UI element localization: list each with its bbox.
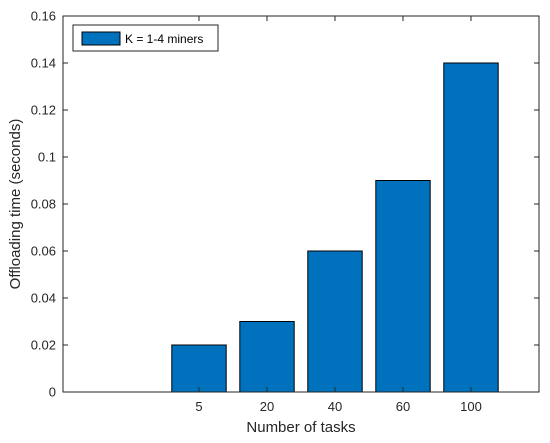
bar-5 <box>171 344 227 393</box>
x-tick-label: 20 <box>260 399 274 414</box>
y-tick-label: 0.06 <box>31 244 56 259</box>
y-tick-label: 0 <box>49 385 56 400</box>
y-axis-ticks: 0 0.02 0.04 0.06 0.08 0.1 0.12 0.14 0.16 <box>31 9 539 400</box>
x-tick-label: 40 <box>328 399 342 414</box>
x-tick-label: 5 <box>195 399 202 414</box>
bar-40 <box>307 250 363 393</box>
bar-60 <box>375 180 431 393</box>
y-tick-label: 0.04 <box>31 291 56 306</box>
y-tick-label: 0.02 <box>31 338 56 353</box>
x-tick-label: 60 <box>396 399 410 414</box>
y-tick-label: 0.12 <box>31 103 56 118</box>
bar-100 <box>443 62 499 393</box>
plot-frame <box>62 15 540 393</box>
x-tick-label: 100 <box>460 399 482 414</box>
bars-group <box>171 62 499 393</box>
legend-label: K = 1-4 miners <box>125 32 203 46</box>
x-axis-label: Number of tasks <box>246 419 355 436</box>
y-axis-label: Offloading time (seconds) <box>7 119 24 290</box>
y-tick-label: 0.08 <box>31 197 56 212</box>
bar-20 <box>239 321 295 393</box>
legend: K = 1-4 miners <box>72 24 219 52</box>
y-tick-label: 0.16 <box>31 9 56 24</box>
x-axis-ticks: 5 20 40 60 100 <box>195 16 482 414</box>
legend-swatch <box>81 31 121 46</box>
y-tick-label: 0.14 <box>31 56 56 71</box>
y-tick-label: 0.1 <box>38 150 56 165</box>
